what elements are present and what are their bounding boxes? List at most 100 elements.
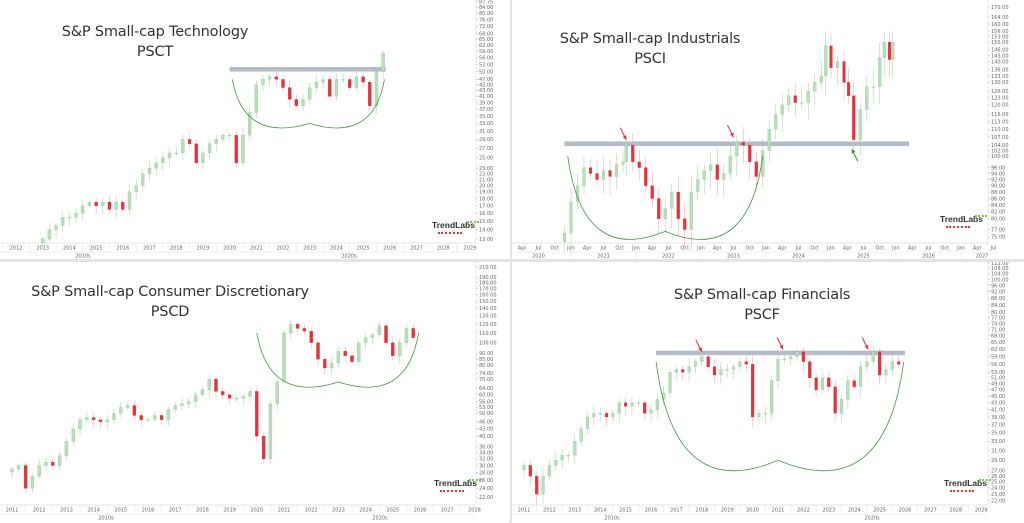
- y-tick-label: 100.00: [991, 154, 1009, 160]
- candle: [795, 351, 799, 357]
- y-tick-label: 102.00: [991, 148, 1009, 154]
- x-tick-label: Jul: [924, 246, 931, 252]
- y-tick-label: 164.00: [991, 15, 1009, 21]
- x-tick-label: 2012: [10, 246, 23, 252]
- candle: [601, 170, 606, 180]
- candle: [119, 407, 123, 414]
- y-tick-label: 15.00: [479, 219, 493, 225]
- title-text: S&P Small-cap Industrials: [559, 31, 741, 47]
- candle: [146, 419, 150, 421]
- candle: [674, 369, 678, 373]
- chart-title: S&P Small-cap Technology PSCT: [40, 22, 270, 62]
- y-tick-label: 80.00: [991, 217, 1005, 223]
- candle: [712, 366, 717, 376]
- y-tick-label: 88.00: [991, 190, 1005, 196]
- candle: [194, 143, 198, 164]
- x-tick-label: Oct: [745, 246, 754, 252]
- candle: [391, 342, 395, 356]
- y-tick-label: 47.00: [479, 77, 493, 83]
- candle: [47, 229, 52, 240]
- candle: [173, 405, 177, 410]
- candle: [302, 328, 307, 332]
- candle: [890, 361, 894, 370]
- candle: [696, 179, 700, 193]
- trendlabs-logo: TrendLabs: [434, 478, 481, 492]
- y-tick-label: 104.00: [991, 272, 1009, 278]
- x-group-label: 2023: [727, 254, 740, 260]
- y-tick-label: 45.00: [479, 83, 493, 89]
- y-tick-label: 160.00: [479, 293, 497, 299]
- candle: [801, 351, 805, 362]
- candle: [668, 372, 672, 394]
- y-tick-label: 96.00: [991, 283, 1005, 289]
- x-tick-label: Jul: [989, 246, 996, 252]
- x-tick-label: 2024: [330, 246, 343, 252]
- candle: [187, 139, 192, 144]
- y-tick-label: 45.00: [991, 394, 1005, 400]
- y-tick-label: 41.00: [479, 94, 493, 100]
- y-tick-label: 30.00: [479, 463, 493, 469]
- candle: [839, 399, 844, 414]
- candle: [722, 173, 726, 180]
- y-tick-label: 68.00: [991, 334, 1005, 340]
- x-tick-label: 2021: [250, 246, 263, 252]
- x-tick-label: 2015: [114, 508, 127, 514]
- candle: [719, 369, 723, 376]
- candle: [560, 455, 564, 461]
- y-tick-label: 100.00: [991, 277, 1009, 283]
- y-tick-label: 84.00: [991, 203, 1005, 209]
- x-group-label: 2010s: [604, 516, 620, 522]
- logo-text: TrendLabs: [432, 220, 475, 230]
- candle: [731, 366, 736, 370]
- y-tick-label: 14.00: [479, 228, 493, 234]
- candle: [51, 461, 55, 466]
- candle: [655, 399, 659, 410]
- candle: [207, 378, 211, 390]
- candle: [611, 413, 615, 418]
- candle: [361, 76, 365, 83]
- candle: [334, 79, 339, 97]
- candle: [200, 389, 205, 395]
- candle: [181, 139, 185, 154]
- y-tick-label: 210.00: [479, 265, 497, 271]
- y-tick-label: 34.00: [479, 451, 493, 457]
- candle: [94, 201, 98, 206]
- y-tick-label: 56.00: [479, 55, 493, 61]
- x-tick-label: 2018: [170, 246, 183, 252]
- candle: [159, 415, 164, 420]
- y-tick-label: 136.00: [991, 68, 1009, 74]
- x-tick-label: Oct: [550, 246, 559, 252]
- x-tick-label: Apr: [518, 246, 528, 252]
- candle: [308, 87, 312, 100]
- y-tick-label: 90.00: [479, 351, 493, 357]
- x-tick-label: Apr: [583, 246, 593, 252]
- arrow-head: [729, 132, 734, 138]
- candle: [294, 99, 299, 106]
- y-tick-label: 17.00: [479, 204, 493, 210]
- candle: [368, 81, 372, 106]
- candle: [725, 369, 729, 371]
- x-tick-label: 2022: [797, 508, 810, 514]
- candle: [573, 441, 577, 456]
- x-tick-label: 2024: [359, 508, 372, 514]
- x-tick-label: 2023: [822, 508, 835, 514]
- y-tick-label: 190.00: [479, 275, 497, 281]
- y-tick-label: 26.00: [991, 474, 1005, 480]
- x-tick-label: 2027: [924, 508, 937, 514]
- candle: [214, 378, 218, 392]
- candle: [793, 95, 797, 103]
- y-tick-label: 77.00: [991, 316, 1005, 322]
- title-text: S&P Small-cap Financials: [673, 287, 851, 303]
- x-tick-label: Jan: [761, 246, 770, 252]
- chart-panel-psci: 170.00 164.00 160.00 156.00 153.00 150.00 146.…: [512, 0, 1022, 259]
- candle: [241, 135, 245, 164]
- candle: [363, 337, 368, 343]
- x-tick-label: 2014: [594, 508, 607, 514]
- candle: [234, 398, 239, 400]
- candle: [741, 142, 745, 146]
- candle: [735, 142, 739, 157]
- y-tick-label: 80.00: [991, 310, 1005, 316]
- x-tick-label: 2020: [746, 508, 759, 514]
- candle: [806, 91, 810, 103]
- y-tick-label: 41.00: [991, 408, 1005, 414]
